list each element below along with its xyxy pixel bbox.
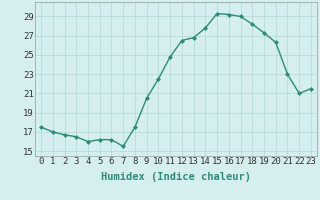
X-axis label: Humidex (Indice chaleur): Humidex (Indice chaleur)	[101, 172, 251, 182]
